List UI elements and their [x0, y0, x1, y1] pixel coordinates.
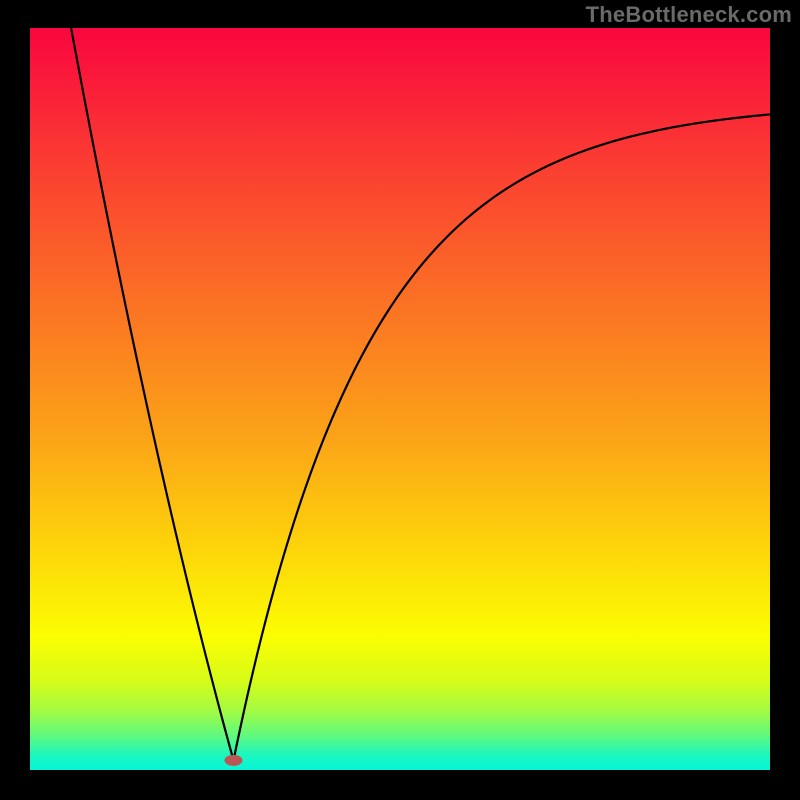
bottleneck-chart — [0, 0, 800, 800]
minimum-marker — [225, 755, 243, 766]
gradient-background — [30, 28, 770, 770]
chart-frame: TheBottleneck.com — [0, 0, 800, 800]
